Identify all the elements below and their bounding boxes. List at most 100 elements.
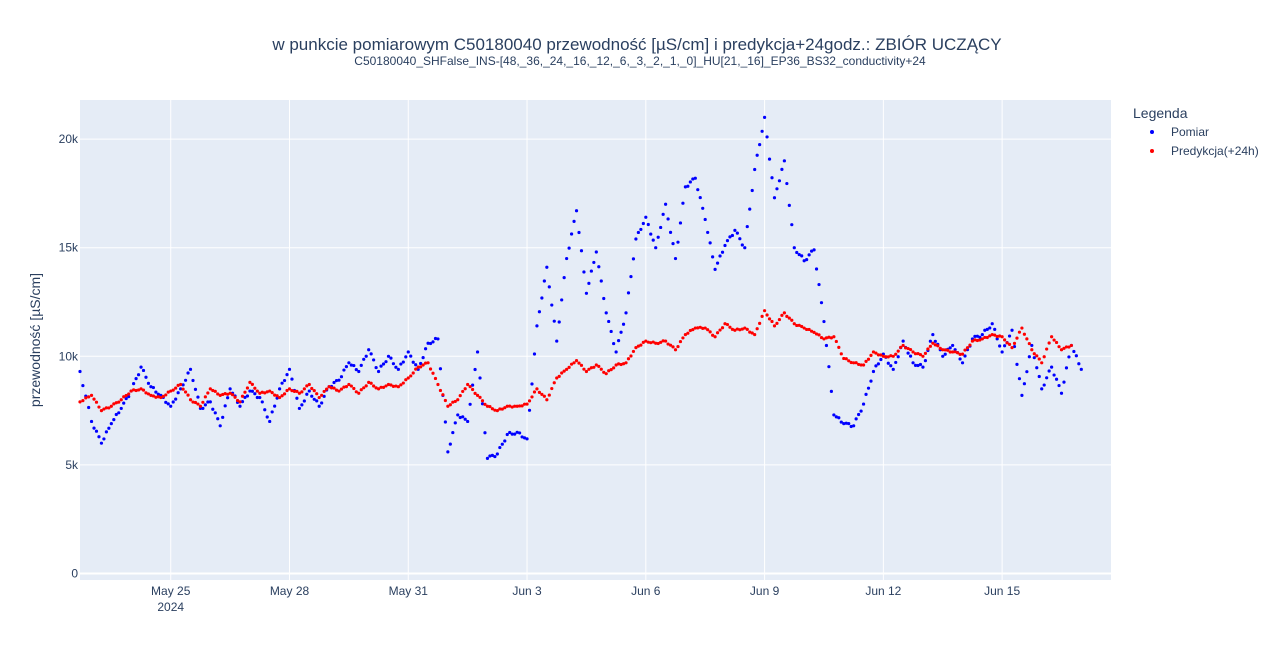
y-gridlines <box>80 138 1111 575</box>
data-point <box>495 452 499 456</box>
data-point <box>891 354 895 358</box>
data-point <box>515 430 519 434</box>
interpolated-point <box>1015 336 1019 340</box>
data-point <box>822 319 826 324</box>
interpolated-point <box>493 408 497 412</box>
interpolated-point <box>998 334 1002 338</box>
data-point <box>525 437 529 441</box>
data-point <box>367 348 371 352</box>
interpolated-point <box>134 388 138 393</box>
interpolated-point <box>141 388 146 392</box>
interpolated-point <box>552 381 556 385</box>
interpolated-point <box>513 432 517 436</box>
data-point <box>208 400 212 404</box>
interpolated-point <box>943 352 947 356</box>
interpolated-point <box>339 375 344 379</box>
interpolated-point <box>181 387 185 391</box>
interpolated-point <box>520 435 524 439</box>
interpolated-point <box>745 327 749 331</box>
interpolated-point <box>857 362 861 367</box>
interpolated-point <box>206 391 210 395</box>
interpolated-point <box>711 255 715 259</box>
interpolated-point <box>391 384 396 389</box>
interpolated-point <box>213 411 217 415</box>
interpolated-point <box>1074 354 1078 358</box>
series-pomiar <box>78 115 1083 460</box>
interpolated-point <box>725 322 730 327</box>
data-point <box>990 332 994 337</box>
legend-item[interactable]: Pomiar <box>1150 125 1209 139</box>
interpolated-point <box>161 394 165 398</box>
interpolated-point <box>542 279 546 283</box>
y-axis-title: przewodność [µS/cm] <box>27 273 43 407</box>
interpolated-point <box>582 270 586 274</box>
interpolated-point <box>785 181 789 186</box>
interpolated-point <box>908 347 913 352</box>
interpolated-point <box>349 363 353 367</box>
interpolated-point <box>171 388 175 392</box>
interpolated-point <box>300 403 304 407</box>
interpolated-point <box>409 354 413 358</box>
interpolated-point <box>983 335 987 340</box>
data-point <box>406 350 410 354</box>
interpolated-point <box>532 390 537 394</box>
data-point <box>119 398 123 402</box>
interpolated-point <box>503 406 507 410</box>
interpolated-point <box>265 390 269 394</box>
interpolated-point <box>156 392 160 396</box>
legend[interactable]: Pomiar Predykcja(+24h) <box>1150 125 1259 158</box>
interpolated-point <box>933 343 937 347</box>
interpolated-point <box>81 399 85 403</box>
data-point <box>238 400 242 404</box>
data-point <box>772 324 777 328</box>
interpolated-point <box>250 382 254 386</box>
interpolated-point <box>127 392 131 396</box>
data-point <box>931 332 935 337</box>
interpolated-point <box>280 394 284 398</box>
interpolated-point <box>144 391 148 395</box>
interpolated-point <box>1015 362 1019 366</box>
interpolated-point <box>230 393 235 397</box>
interpolated-point <box>520 404 524 408</box>
interpolated-point <box>530 382 534 386</box>
interpolated-point <box>468 385 472 389</box>
interpolated-point <box>146 381 151 385</box>
interpolated-point <box>483 431 487 435</box>
interpolated-point <box>995 334 999 339</box>
interpolated-point <box>423 361 428 365</box>
interpolated-point <box>795 250 799 255</box>
interpolated-point <box>320 393 324 397</box>
interpolated-point <box>569 362 574 366</box>
interpolated-point <box>668 343 673 347</box>
interpolated-point <box>767 317 772 321</box>
interpolated-point <box>114 401 118 405</box>
data-point <box>337 389 341 393</box>
data-point <box>980 332 984 337</box>
interpolated-point <box>676 240 680 244</box>
interpolated-point <box>1005 341 1009 345</box>
interpolated-point <box>740 243 744 247</box>
interpolated-point <box>946 348 950 352</box>
data-point <box>337 378 341 382</box>
data-point <box>861 402 866 406</box>
interpolated-point <box>668 230 673 234</box>
data-point <box>386 382 391 387</box>
interpolated-point <box>849 424 853 429</box>
interpolated-point <box>1037 357 1041 361</box>
interpolated-point <box>1057 345 1061 349</box>
data-point <box>1010 346 1014 350</box>
interpolated-point <box>478 376 482 380</box>
interpolated-point <box>1032 356 1036 360</box>
interpolated-point <box>1057 383 1061 388</box>
interpolated-point <box>819 301 824 305</box>
legend-item[interactable]: Predykcja(+24h) <box>1150 144 1259 158</box>
interpolated-point <box>557 320 561 324</box>
interpolated-point <box>975 334 979 338</box>
x-tick-label: Jun 6 <box>631 584 661 598</box>
data-point <box>743 246 747 250</box>
data-point <box>733 328 737 332</box>
interpolated-point <box>453 421 457 425</box>
interpolated-point <box>740 327 744 331</box>
interpolated-point <box>503 439 507 443</box>
data-point <box>812 330 816 334</box>
